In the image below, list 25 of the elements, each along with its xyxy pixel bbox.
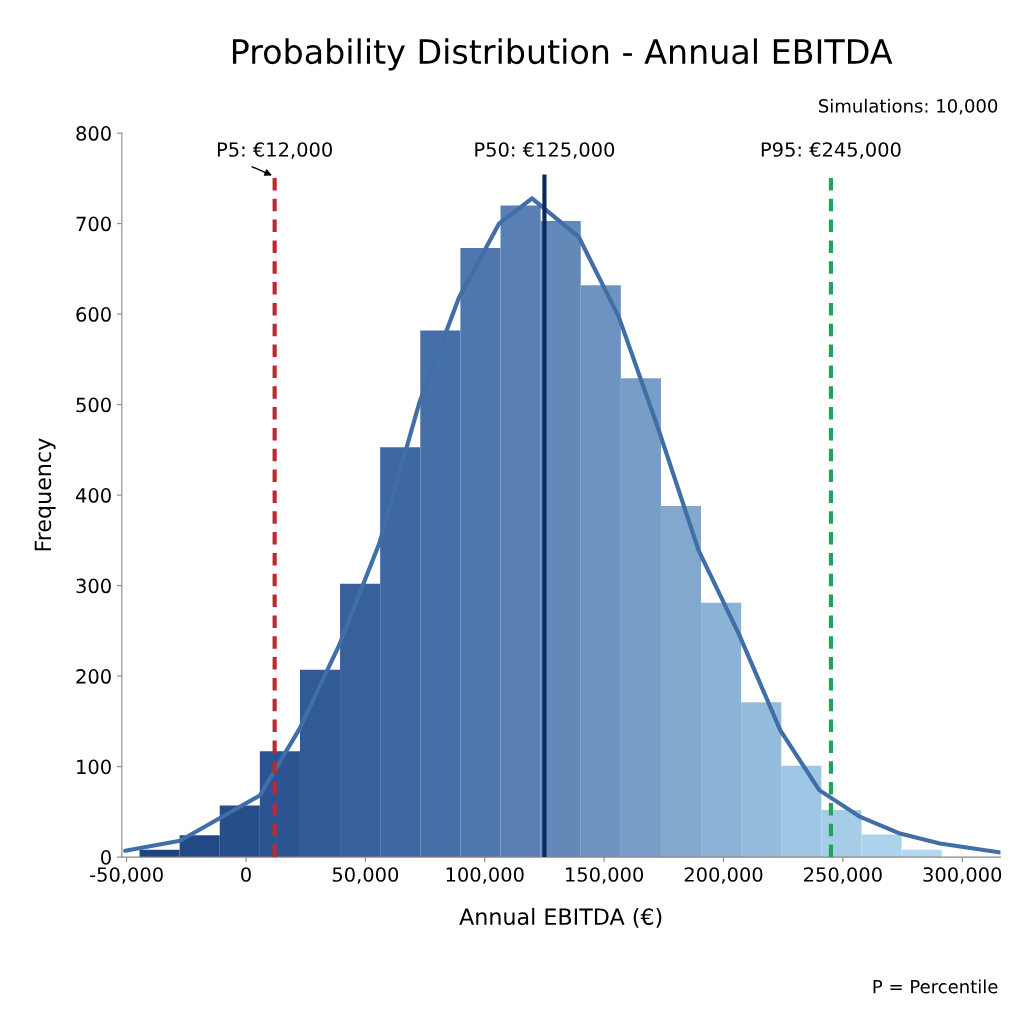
- x-tick-label: 200,000: [684, 867, 763, 884]
- x-tick-label: 0: [241, 867, 251, 882]
- x-tick-label: 250,000: [804, 867, 882, 884]
- y-tick-label: 200: [76, 669, 111, 684]
- chart-title: Probability Distribution - Annual EBITDA: [232, 38, 893, 71]
- x-tick-label: 150,000: [566, 867, 644, 884]
- y-tick-label: 100: [77, 759, 111, 775]
- y-tick-label: 800: [76, 126, 111, 141]
- y-tick-label: 0: [101, 850, 111, 865]
- x-tick-label: 50,000: [332, 867, 399, 884]
- ref-line-label: P95: €245,000: [761, 142, 901, 159]
- ref-line-label: P50: €125,000: [475, 142, 615, 159]
- y-tick-label: 700: [76, 216, 111, 232]
- y-tick-label: 500: [76, 397, 111, 413]
- y-tick-label: 600: [76, 307, 111, 322]
- text: Simulations: 10,000: [819, 98, 998, 115]
- y-tick-label: 400: [75, 488, 111, 503]
- x-tick-label: 300,000: [923, 867, 1002, 884]
- x-tick-label: -50,000: [90, 867, 163, 884]
- y-axis-title: Frequency: [34, 438, 56, 551]
- y-tick-label: 300: [76, 578, 111, 594]
- ref-line-label: P5: €12,000: [217, 142, 332, 159]
- x-axis-title: Annual EBITDA (€): [459, 907, 662, 928]
- x-tick-label: 100,000: [446, 867, 524, 884]
- text: P = Percentile: [873, 979, 998, 994]
